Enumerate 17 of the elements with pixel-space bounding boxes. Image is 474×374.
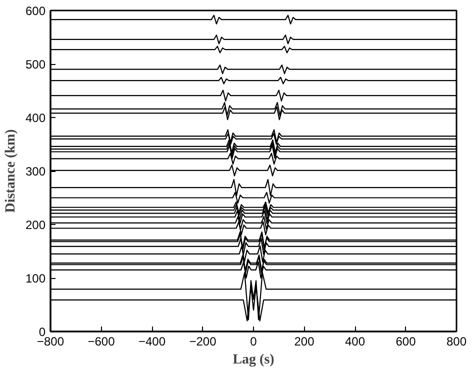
y-tick-label: 100 [25, 272, 46, 286]
y-tick-label: 500 [25, 58, 46, 72]
y-axis-title: Distance (km) [3, 128, 18, 213]
y-tick-label: 200 [25, 218, 46, 232]
x-tick-label: −600 [88, 334, 116, 348]
x-tick-label: 800 [446, 334, 467, 348]
y-tick-label: 400 [25, 111, 46, 125]
x-tick-label: −200 [189, 334, 217, 348]
x-axis-title: Lag (s) [232, 352, 275, 368]
x-tick-label: 200 [294, 334, 315, 348]
y-tick-label: 300 [25, 164, 46, 178]
x-tick-label: 0 [250, 334, 258, 348]
x-tick-label: −400 [138, 334, 166, 348]
y-tick-label: 0 [38, 325, 46, 339]
y-tick-label: 600 [25, 4, 46, 18]
x-tick-label: 400 [344, 334, 366, 348]
x-tick-label: 600 [396, 334, 416, 348]
